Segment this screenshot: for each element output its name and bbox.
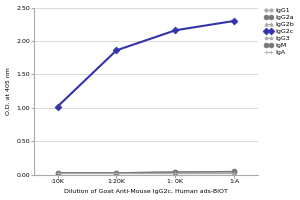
Legend: IgG1, IgG2a, IgG2b, IgG2c, IgG3, IgM, IgA: IgG1, IgG2a, IgG2b, IgG2c, IgG3, IgM, Ig… xyxy=(263,7,294,56)
Y-axis label: O.D. at 405 nm: O.D. at 405 nm xyxy=(6,67,10,115)
IgG2b xyxy=(232,172,236,174)
IgG2a xyxy=(115,172,118,174)
Line: IgG2c: IgG2c xyxy=(55,18,237,109)
IgG1 xyxy=(173,172,177,174)
IgM xyxy=(232,170,236,173)
IgG3 xyxy=(56,172,59,174)
IgG2b xyxy=(115,172,118,174)
IgA xyxy=(173,172,177,174)
Line: IgG2a: IgG2a xyxy=(55,170,237,175)
IgG2c xyxy=(115,49,118,52)
IgG1 xyxy=(56,172,59,174)
IgA xyxy=(115,172,118,174)
IgG2a xyxy=(232,171,236,173)
IgG3 xyxy=(232,171,236,173)
IgG2c xyxy=(232,20,236,22)
IgG2b xyxy=(56,172,59,174)
IgG2a xyxy=(173,171,177,173)
Line: IgG3: IgG3 xyxy=(56,170,236,175)
Line: IgA: IgA xyxy=(56,171,236,175)
Line: IgG2b: IgG2b xyxy=(56,171,236,174)
IgG1 xyxy=(115,172,118,174)
IgG2c xyxy=(173,29,177,31)
IgG1 xyxy=(232,172,236,174)
IgA xyxy=(232,172,236,174)
IgG2c xyxy=(56,105,59,108)
X-axis label: Dilution of Goat Anti-Mouse IgG2c, Human ads-BIOT: Dilution of Goat Anti-Mouse IgG2c, Human… xyxy=(64,189,228,194)
IgG2b xyxy=(173,172,177,174)
Line: IgG1: IgG1 xyxy=(56,171,236,174)
IgG3 xyxy=(173,171,177,173)
IgG3 xyxy=(115,172,118,174)
IgM xyxy=(56,172,59,174)
IgM xyxy=(115,172,118,174)
IgA xyxy=(56,172,59,174)
IgM xyxy=(173,171,177,173)
Line: IgM: IgM xyxy=(55,169,237,175)
IgG2a xyxy=(56,172,59,174)
